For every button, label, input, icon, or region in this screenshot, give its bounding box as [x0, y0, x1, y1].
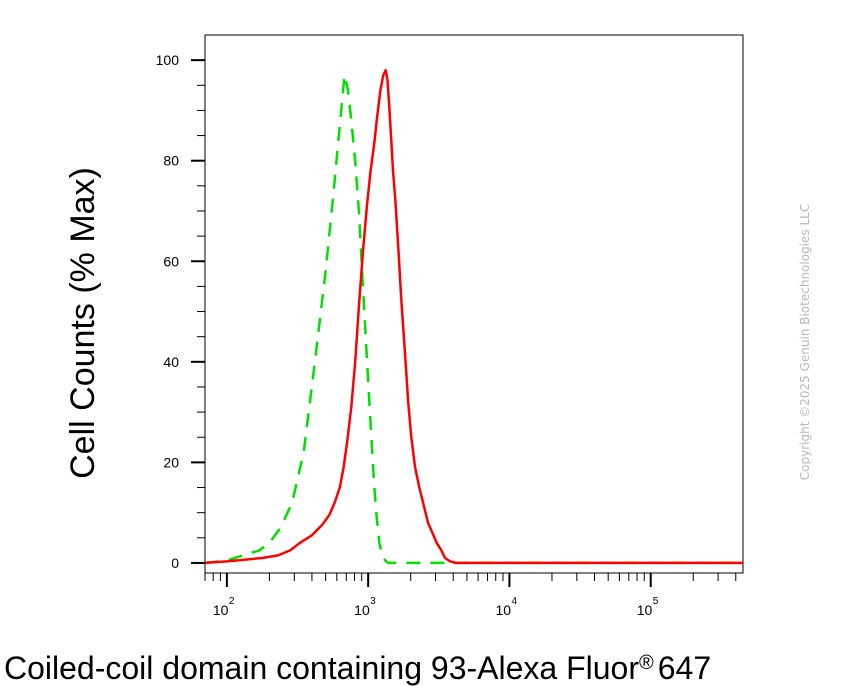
x-axis-label: Coiled-coil domain containing 93-Alexa F… [4, 650, 711, 686]
y-tick-label: 0 [171, 555, 179, 571]
x-axis-label-suffix: 647 [658, 650, 711, 686]
x-tick-label: 102 [213, 596, 235, 618]
x-tick-base: 10 [637, 602, 653, 618]
x-tick-label: 104 [495, 596, 517, 618]
x-tick-base: 10 [495, 602, 511, 618]
y-axis: 0 20 40 60 80 100 [156, 52, 205, 571]
stained-histogram-line [204, 68, 743, 565]
plot-frame [204, 34, 744, 574]
y-tick-label: 60 [163, 253, 179, 269]
x-tick-base: 10 [354, 602, 370, 618]
control-histogram-line [204, 73, 743, 565]
series-layer [204, 68, 743, 565]
copyright-watermark: Copyright ©2025 Genuin Biotechnologies L… [798, 204, 812, 480]
y-tick-label: 100 [156, 52, 180, 68]
x-tick-exponent: 3 [370, 596, 376, 607]
x-tick-label: 103 [354, 596, 376, 618]
x-tick-base: 10 [213, 602, 229, 618]
x-axis-label-main: Coiled-coil domain containing 93-Alexa F… [4, 650, 639, 686]
x-tick-exponent: 2 [229, 596, 235, 607]
y-tick-label: 40 [163, 354, 179, 370]
y-tick-label: 80 [163, 153, 179, 169]
x-tick-label: 105 [637, 596, 659, 618]
registered-mark: ® [639, 652, 654, 674]
x-tick-exponent: 5 [653, 596, 659, 607]
y-tick-label: 20 [163, 454, 179, 470]
x-tick-exponent: 4 [511, 596, 517, 607]
y-axis-label: Cell Counts (% Max) [64, 167, 102, 479]
